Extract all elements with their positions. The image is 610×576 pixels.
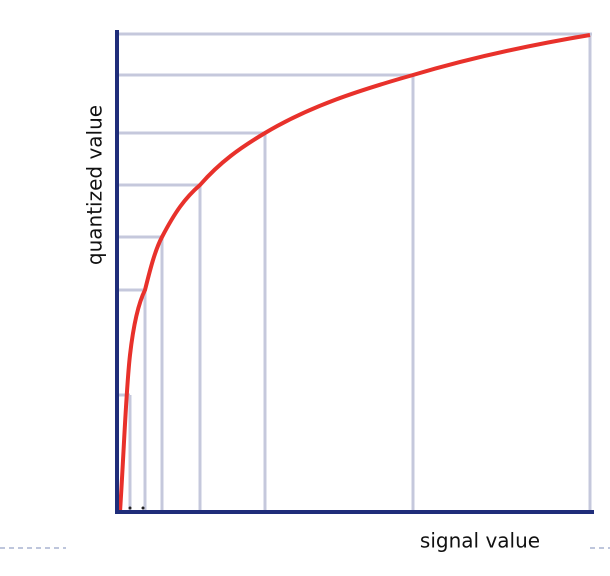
x-axis-label: signal value [420,529,540,553]
dot [128,506,132,510]
dot [141,506,145,510]
grid [117,32,592,512]
y-axis-label: quantized value [83,105,107,265]
curve [118,33,591,513]
